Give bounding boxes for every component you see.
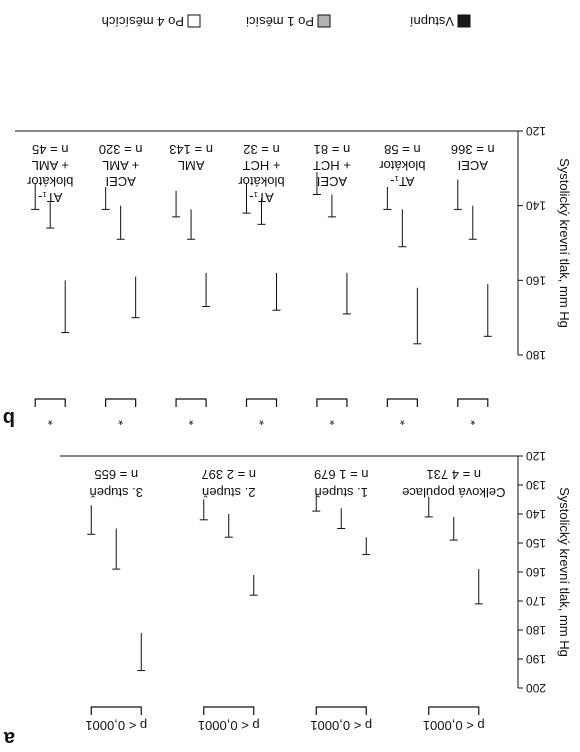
category-label: + AML [32, 158, 69, 173]
significance-bracket [386, 398, 418, 407]
y-tick-label: 170 [526, 594, 546, 608]
significance-label: * [400, 413, 405, 428]
category-label: n = 32 [243, 142, 280, 157]
legend-label-1: Vstupní [410, 14, 454, 29]
category-label: n = 366 [451, 142, 495, 157]
category-label: Celková populace [402, 485, 505, 500]
legend-label-3: Po 4 měsících [102, 14, 184, 29]
significance-bracket [457, 398, 489, 407]
category-label: 3. stupeň [90, 485, 144, 500]
category-label: AT₁- [38, 190, 62, 205]
significance-label: * [189, 413, 194, 428]
category-label: n = 143 [169, 142, 213, 157]
y-tick-label: 180 [526, 623, 546, 637]
significance-bracket [316, 398, 348, 407]
legend-swatch-1 [457, 14, 471, 28]
significance-bracket [203, 706, 255, 715]
y-tick-label: 140 [526, 507, 546, 521]
y-tick-label: 160 [526, 565, 546, 579]
significance-label: * [118, 413, 123, 428]
category-label: n = 655 [94, 467, 138, 482]
chart-a: a 120 130 140 150 160 170 180 190 200 Systolický k… [3, 449, 572, 749]
category-label: blokátor [26, 174, 73, 189]
significance-bracket [34, 398, 66, 407]
panel-label: b [3, 407, 15, 429]
category-label: blokátor [379, 158, 426, 173]
category-label: 2. stupeň [202, 485, 256, 500]
legend-label-2: Po 1 měsíci [246, 14, 314, 29]
significance-bracket [105, 398, 137, 407]
category-label: ACEI [105, 174, 135, 189]
significance-label: * [259, 413, 264, 428]
y-tick-label: 180 [526, 348, 546, 362]
category-label: n = 2 397 [201, 467, 256, 482]
y-tick-label: 120 [526, 449, 546, 463]
category-label: ACEI [317, 174, 347, 189]
category-label: + HCT [313, 158, 351, 173]
chart-b: b 120 140 160 180 Systolický krevní tlak, mm … [3, 124, 572, 429]
category-label: n = 4 731 [426, 467, 481, 482]
significance-bracket [90, 706, 142, 715]
panel-label: a [3, 727, 15, 749]
y-tick-label: 120 [526, 124, 546, 138]
category-label: n = 45 [32, 142, 69, 157]
significance-label: * [470, 413, 475, 428]
category-label: AML [178, 158, 205, 173]
y-tick-label: 130 [526, 478, 546, 492]
category-label: n = 1 679 [314, 467, 369, 482]
legend-swatch-2 [317, 14, 331, 28]
category-label: n = 81 [314, 142, 351, 157]
y-axis-title: Systolický krevní tlak, mm Hg [557, 158, 572, 328]
significance-label: p < 0,0001 [310, 718, 372, 733]
category-label: n = 58 [384, 142, 421, 157]
category-label: 1. stupeň [315, 485, 369, 500]
category-label: n = 320 [99, 142, 143, 157]
category-label: ACEI [458, 158, 488, 173]
significance-label: * [329, 413, 334, 428]
legend: Vstupní Po 1 měsíci Po 4 měsících [102, 14, 471, 29]
category-label: + HCT [242, 158, 280, 173]
significance-bracket [428, 706, 480, 715]
significance-label: p < 0,0001 [198, 718, 260, 733]
significance-bracket [245, 398, 278, 407]
significance-label: p < 0,0001 [423, 718, 485, 733]
legend-swatch-3 [187, 14, 201, 28]
y-axis-title: Systolický krevní tlak, mm Hg [557, 487, 572, 657]
y-tick-label: 200 [526, 681, 546, 695]
significance-label: p < 0,0001 [85, 718, 147, 733]
y-tick-label: 160 [526, 273, 546, 287]
significance-bracket [315, 706, 367, 715]
category-label: blokátor [238, 174, 285, 189]
category-label: + AML [102, 158, 139, 173]
significance-bracket [175, 398, 207, 407]
y-tick-label: 190 [526, 652, 546, 666]
y-tick-label: 140 [526, 199, 546, 213]
category-label: AT₁- [390, 174, 414, 189]
category-label: AT₁- [249, 190, 273, 205]
y-tick-label: 150 [526, 536, 546, 550]
significance-label: * [48, 413, 53, 428]
